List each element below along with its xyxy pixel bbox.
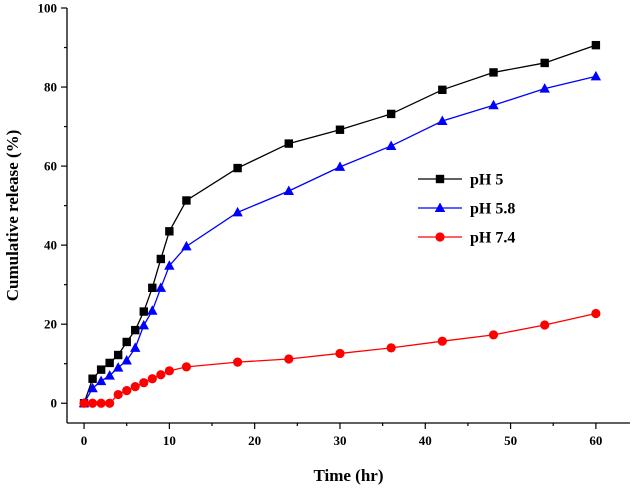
data-point-ph-7-4 xyxy=(284,354,294,364)
data-point-ph-7-4 xyxy=(156,370,166,380)
data-point-ph-5 xyxy=(182,196,191,205)
series-ph-7-4 xyxy=(79,308,601,408)
data-point-ph-7-4 xyxy=(591,308,601,319)
legend-item-ph-5: pH 5 xyxy=(418,172,503,189)
data-point-ph-7-4 xyxy=(540,320,550,330)
data-point-ph-7-4 xyxy=(233,357,243,367)
data-point-ph-5 xyxy=(139,307,148,316)
data-point-ph-5 xyxy=(122,337,131,347)
series-ph-5 xyxy=(79,40,601,408)
data-point-ph-5-8 xyxy=(437,115,448,126)
data-point-ph-7-4 xyxy=(437,336,447,346)
data-point-ph-7-4 xyxy=(96,398,106,408)
data-point-ph-7-4 xyxy=(181,362,192,372)
data-point-ph-7-4 xyxy=(147,374,157,384)
legend-label-ph-7-4: pH 7.4 xyxy=(470,230,515,247)
data-point-ph-5-8 xyxy=(283,185,294,195)
data-point-ph-5-8 xyxy=(147,305,158,315)
x-tick-label: 50 xyxy=(504,433,517,448)
data-point-ph-5 xyxy=(489,68,498,77)
data-point-ph-5 xyxy=(131,325,140,335)
y-tick-label: 100 xyxy=(38,1,58,16)
x-tick-label: 40 xyxy=(419,433,432,448)
legend: pH 5 pH 5.8 pH 7.4 xyxy=(418,172,515,247)
data-point-ph-5-8 xyxy=(181,240,192,251)
data-point-ph-5-8 xyxy=(104,370,115,380)
data-point-ph-5 xyxy=(233,163,242,173)
data-point-ph-5-8 xyxy=(112,362,124,372)
series-ph-5-8 xyxy=(78,70,602,408)
data-point-ph-5 xyxy=(284,139,293,148)
data-point-ph-5-8 xyxy=(232,206,243,217)
y-axis-title: Cumulative release (%) xyxy=(3,130,22,302)
data-point-ph-7-4 xyxy=(488,330,499,340)
y-tick-label: 0 xyxy=(51,396,58,411)
data-point-ph-5-8 xyxy=(87,382,98,393)
data-point-ph-5 xyxy=(96,365,106,374)
data-point-ph-5-8 xyxy=(539,83,550,93)
legend-marker-ph-5-8 xyxy=(434,202,446,212)
data-point-ph-5 xyxy=(105,358,114,368)
data-point-ph-7-4 xyxy=(87,398,98,408)
legend-label-ph-5-8: pH 5.8 xyxy=(470,201,515,218)
data-point-ph-5 xyxy=(88,374,97,383)
data-point-ph-5-8 xyxy=(121,355,132,365)
legend-marker-ph-7-4 xyxy=(435,232,445,242)
data-point-ph-7-4 xyxy=(139,378,149,388)
data-point-ph-5 xyxy=(386,109,396,119)
x-tick-label: 30 xyxy=(333,433,346,448)
axes: 0 10 20 30 40 50 60 0 20 40 60 80 100 xyxy=(38,1,630,448)
data-point-ph-5-8 xyxy=(164,260,175,270)
data-point-ph-5 xyxy=(156,254,166,264)
data-point-ph-7-4 xyxy=(164,366,174,376)
data-point-ph-5-8 xyxy=(334,161,346,171)
data-point-ph-5 xyxy=(335,125,345,134)
y-tick-label: 60 xyxy=(44,159,57,174)
data-point-ph-5-8 xyxy=(155,282,167,292)
y-tick-label: 40 xyxy=(44,238,57,253)
data-point-ph-7-4 xyxy=(79,398,89,408)
data-point-ph-7-4 xyxy=(386,343,396,353)
data-point-ph-7-4 xyxy=(130,382,140,392)
series-layer xyxy=(78,40,602,408)
data-point-ph-5-8 xyxy=(95,375,107,386)
data-point-ph-5 xyxy=(148,283,157,293)
data-point-ph-7-4 xyxy=(122,385,132,396)
legend-item-ph-5-8: pH 5.8 xyxy=(418,201,515,218)
x-axis-title: Time (hr) xyxy=(313,466,383,485)
legend-item-ph-7-4: pH 7.4 xyxy=(418,230,515,247)
data-point-ph-7-4 xyxy=(335,348,345,359)
series-line-ph-7-4 xyxy=(84,312,597,404)
data-point-ph-7-4 xyxy=(105,398,115,408)
data-point-ph-5 xyxy=(113,350,123,360)
legend-marker-ph-5 xyxy=(435,174,445,184)
data-point-ph-5 xyxy=(591,40,601,50)
data-point-ph-5-8 xyxy=(488,99,499,110)
data-point-ph-5-8 xyxy=(385,140,397,150)
x-tick-label: 60 xyxy=(589,433,602,448)
data-point-ph-5 xyxy=(438,85,447,95)
x-tick-label: 20 xyxy=(248,433,261,448)
y-tick-label: 80 xyxy=(44,80,57,95)
x-tick-label: 10 xyxy=(163,433,176,448)
data-point-ph-5-8 xyxy=(130,342,141,352)
data-point-ph-5 xyxy=(540,58,549,68)
x-tick-label: 0 xyxy=(81,433,88,448)
legend-label-ph-5: pH 5 xyxy=(470,172,503,189)
data-point-ph-5-8 xyxy=(590,70,602,81)
data-point-ph-5-8 xyxy=(138,319,149,330)
data-point-ph-7-4 xyxy=(113,389,123,400)
y-tick-label: 20 xyxy=(44,317,57,332)
data-point-ph-5 xyxy=(165,227,174,236)
